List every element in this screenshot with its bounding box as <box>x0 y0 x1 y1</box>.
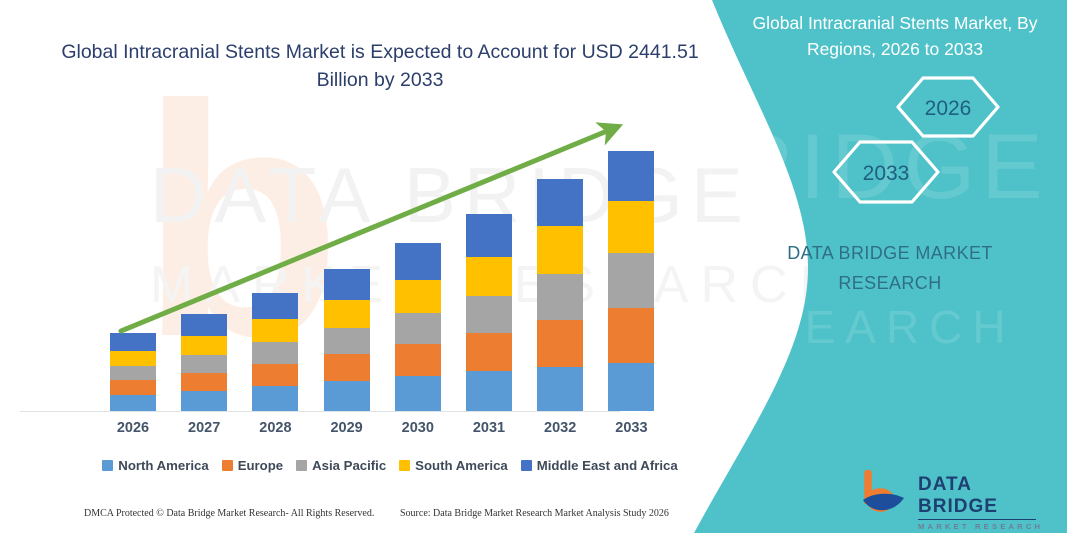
footer-copyright: DMCA Protected © Data Bridge Market Rese… <box>84 508 375 519</box>
dbmr-logo-text: DATA BRIDGE MARKET RESEARCH <box>918 474 1050 532</box>
bar-segment <box>323 269 370 300</box>
bar-column <box>181 314 228 411</box>
chart-title: Global Intracranial Stents Market is Exp… <box>61 41 699 91</box>
legend-swatch <box>102 459 114 471</box>
bar-segment <box>110 395 156 411</box>
bar-segment <box>110 333 156 351</box>
hexagon-2033-shape <box>832 140 940 204</box>
bar-segment <box>181 391 228 411</box>
x-axis-label: 2027 <box>188 420 221 436</box>
bar-segment <box>394 280 441 313</box>
x-axis-label: 2030 <box>401 420 434 436</box>
bar-segment <box>466 257 512 296</box>
bar-segment <box>608 151 655 201</box>
panel-brand-line-1: DATA BRIDGE MARKET <box>787 243 993 263</box>
bar-segment <box>110 380 156 395</box>
bar-series-layer <box>110 151 655 411</box>
bar-segment <box>252 386 299 411</box>
bar-segment <box>537 226 584 274</box>
x-axis-label: 2029 <box>330 420 363 436</box>
x-axis-label: 2033 <box>615 420 648 436</box>
panel-title: Global Intracranial Stents Market, By Re… <box>752 13 1038 59</box>
dbmr-logo-rule <box>918 519 1036 521</box>
x-axis-label: 2031 <box>472 420 506 436</box>
legend-item[interactable]: Europe <box>221 457 284 473</box>
bar-segment <box>608 308 655 363</box>
bar-segment <box>394 313 441 344</box>
footer: DMCA Protected © Data Bridge Market Rese… <box>0 508 712 530</box>
legend-swatch <box>520 459 532 471</box>
bar-segment <box>608 363 655 411</box>
bar-segment <box>252 293 299 319</box>
bar-segment <box>608 201 655 253</box>
x-axis-label: 2028 <box>259 420 292 436</box>
bar-column <box>110 333 156 411</box>
bar-column <box>252 293 299 411</box>
bar-segment <box>181 336 228 355</box>
bar-segment <box>181 373 228 391</box>
x-axis-label: 2026 <box>116 420 150 436</box>
bar-segment <box>181 314 228 336</box>
bar-segment <box>323 328 370 354</box>
hexagon-2026-label: 2026 <box>925 97 972 120</box>
dbmr-logo-tagline: MARKET RESEARCH <box>918 522 1044 532</box>
bar-column <box>537 179 584 411</box>
bar-segment <box>466 214 512 257</box>
bar-segment <box>110 351 156 366</box>
bar-segment <box>466 333 512 371</box>
legend-label: South America <box>415 457 508 473</box>
panel-watermark-2: RESEARCH <box>680 301 1016 353</box>
dbmr-logo-name: DATA BRIDGE <box>918 474 998 517</box>
dbmr-logo-mark-icon <box>863 469 904 512</box>
bar-segment <box>323 381 370 411</box>
legend-swatch <box>399 459 411 471</box>
bar-segment <box>537 179 584 226</box>
panel-brand-name: DATA BRIDGE MARKET RESEARCH <box>745 238 1035 298</box>
legend-label: Europe <box>237 457 284 473</box>
bar-column <box>394 243 441 411</box>
panel-watermark-1: BRIDGE <box>660 116 1049 218</box>
bar-segment <box>252 319 299 342</box>
bar-segment <box>537 367 584 411</box>
bar-segment <box>537 320 584 367</box>
bar-segment <box>394 376 441 411</box>
bar-column <box>323 269 370 411</box>
bar-segment <box>537 274 584 320</box>
x-axis-labels: 2026 2027 2028 2029 2030 2031 2032 2033 <box>80 420 700 444</box>
legend-item[interactable]: Asia Pacific <box>296 458 386 473</box>
bar-segment <box>323 354 370 381</box>
legend-label: Asia Pacific <box>312 457 387 473</box>
bar-segment <box>466 371 512 411</box>
bar-segment <box>181 355 228 373</box>
dbmr-logo: DATA BRIDGE MARKET RESEARCH <box>860 469 1050 531</box>
legend-swatch <box>296 459 308 471</box>
x-axis-label: 2032 <box>544 420 577 436</box>
bar-column <box>466 214 512 411</box>
bar-segment <box>394 243 441 280</box>
hexagon-2033-label: 2033 <box>863 162 910 185</box>
bar-segment <box>394 344 441 376</box>
chart-legend: North America Europe Asia Pacific South Ame… <box>90 455 690 475</box>
legend-item[interactable]: North America <box>102 457 209 473</box>
footer-source: Source: Data Bridge Market Research Mark… <box>400 508 669 519</box>
legend-item[interactable]: South America <box>399 458 508 473</box>
bar-segment <box>323 300 370 328</box>
panel-brand-line-2: RESEARCH <box>838 273 942 293</box>
bar-segment <box>110 366 156 380</box>
hexagon-group: 2026 2033 <box>832 76 1000 204</box>
x-axis-line <box>20 411 620 412</box>
legend-label: North America <box>118 457 209 473</box>
bar-column <box>608 151 655 411</box>
hexagon-2026-shape <box>896 76 1000 138</box>
bar-segment <box>252 342 299 364</box>
legend-item[interactable]: Middle East and Africa <box>520 457 678 473</box>
legend-swatch <box>221 459 233 471</box>
bar-segment <box>466 296 512 333</box>
teal-panel-content: BRIDGE RESEARCH Global Intracranial Sten… <box>660 0 1067 533</box>
bar-segment <box>252 364 299 386</box>
legend-label: Middle East and Africa <box>536 457 678 473</box>
bar-segment <box>608 253 655 308</box>
